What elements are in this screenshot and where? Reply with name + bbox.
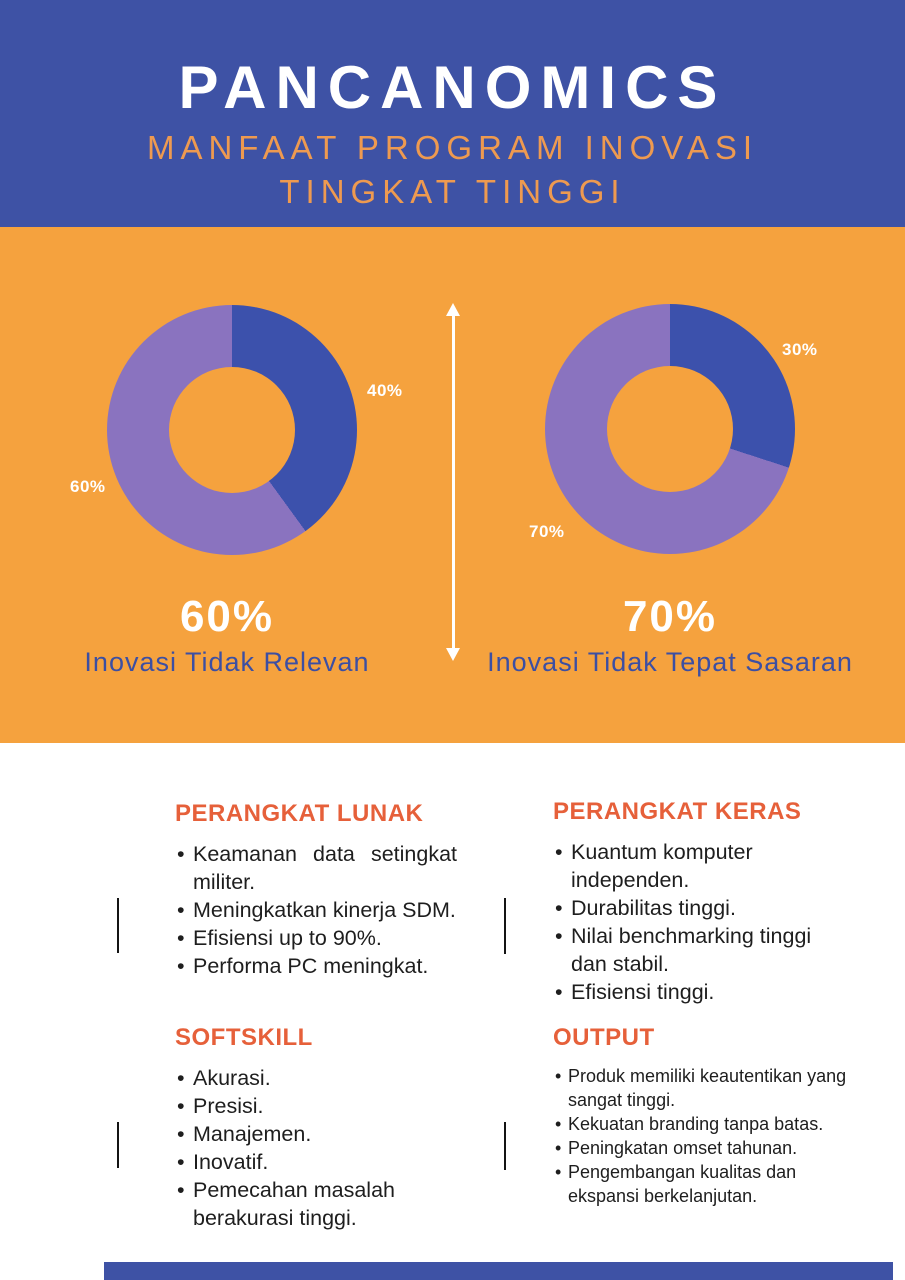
arrow-shaft [451, 312, 455, 652]
bullet-item: Meningkatkan kinerja SDM. [175, 896, 457, 924]
stat-value: 60% [179, 592, 275, 641]
bullet-list: Keamanan data setingkat militer. Meningk… [175, 840, 457, 980]
footer-bar [104, 1262, 893, 1280]
section-perangkat-keras: PERANGKAT KERAS Kuantum komputer indepen… [553, 798, 825, 1006]
bullet-list: Produk memiliki keautentikan yang sangat… [553, 1064, 855, 1208]
bullet-list: Kuantum komputer independen. Durabilitas… [553, 838, 825, 1006]
header-subtitle-line2: TINGKAT TINGGI [279, 173, 626, 210]
section-heading: SOFTSKILL [175, 1024, 313, 1051]
stat-caption: Inovasi Tidak Tepat Sasaran [487, 647, 853, 677]
header-subtitle-line1: MANFAAT PROGRAM INOVASI [146, 129, 759, 166]
slice-label-right-blue: 30% [782, 340, 818, 359]
bullet-item: Kekuatan branding tanpa batas. [553, 1112, 855, 1136]
bullet-item: Pengembangan kualitas dan ekspansi berke… [553, 1160, 855, 1208]
header-banner: PANCANOMICS MANFAAT PROGRAM INOVASI TING… [0, 0, 905, 227]
arrow-down-icon [446, 648, 460, 661]
donut-chart-right [545, 304, 795, 554]
slice-label-left-purple: 60% [70, 477, 106, 496]
divider-line [504, 898, 506, 954]
donut-chart-left [107, 305, 357, 555]
stat-block-right: 70% Inovasi Tidak Tepat Sasaran [455, 595, 885, 678]
bullet-item: Presisi. [175, 1092, 437, 1120]
donut-hole [169, 367, 295, 493]
bullet-item: Akurasi. [175, 1064, 437, 1092]
bullet-item: Efisiensi up to 90%. [175, 924, 457, 952]
divider-line [117, 898, 119, 953]
bullet-item: Performa PC meningkat. [175, 952, 457, 980]
charts-section: 40% 60% 30% 70% 60% Inovasi Tidak Releva… [0, 227, 905, 743]
vertical-range-arrow [446, 303, 460, 661]
bullet-item: Efisiensi tinggi. [553, 978, 825, 1006]
section-softskill: SOFTSKILL Akurasi. Presisi. Manajemen. I… [175, 1024, 437, 1232]
slice-label-left-blue: 40% [367, 381, 403, 400]
stat-caption: Inovasi Tidak Relevan [84, 647, 370, 677]
bullet-item: Produk memiliki keautentikan yang sangat… [553, 1064, 855, 1112]
section-perangkat-lunak: PERANGKAT LUNAK Keamanan data setingkat … [175, 800, 457, 980]
section-heading: OUTPUT [553, 1024, 655, 1051]
divider-line [504, 1122, 506, 1170]
bullet-item: Inovatif. [175, 1148, 437, 1176]
stat-value: 70% [622, 592, 718, 641]
arrow-up-icon [446, 303, 460, 316]
bullet-item: Pemecahan masalah berakurasi tinggi. [175, 1176, 437, 1232]
bullet-item: Peningkatan omset tahunan. [553, 1136, 855, 1160]
section-heading: PERANGKAT KERAS [553, 798, 802, 825]
slice-label-right-purple: 70% [529, 522, 565, 541]
bullet-item: Durabilitas tinggi. [553, 894, 825, 922]
page-title: PANCANOMICS [178, 54, 727, 121]
bullet-list: Akurasi. Presisi. Manajemen. Inovatif. P… [175, 1064, 437, 1232]
bullet-item: Nilai benchmarking tinggi dan stabil. [553, 922, 825, 978]
bullet-item: Keamanan data setingkat militer. [175, 840, 457, 896]
bullet-item: Manajemen. [175, 1120, 437, 1148]
donut-hole [607, 366, 733, 492]
bullet-item: Kuantum komputer independen. [553, 838, 825, 894]
divider-line [117, 1122, 119, 1168]
section-heading: PERANGKAT LUNAK [175, 800, 424, 827]
stat-block-left: 60% Inovasi Tidak Relevan [52, 595, 402, 678]
section-output: OUTPUT Produk memiliki keautentikan yang… [553, 1024, 855, 1208]
